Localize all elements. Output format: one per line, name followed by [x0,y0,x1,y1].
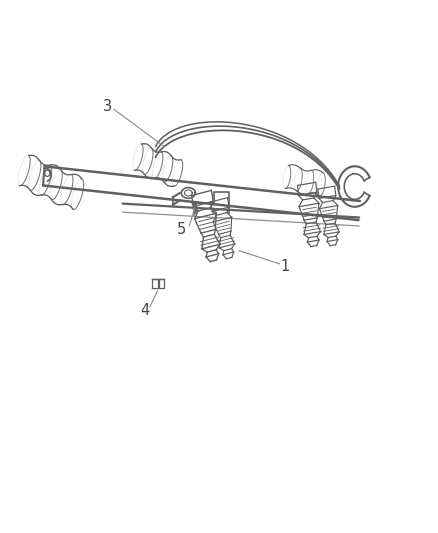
Text: 3: 3 [103,99,112,114]
Text: 5: 5 [177,222,187,237]
Text: 1: 1 [280,259,290,274]
Text: 4: 4 [140,303,149,318]
